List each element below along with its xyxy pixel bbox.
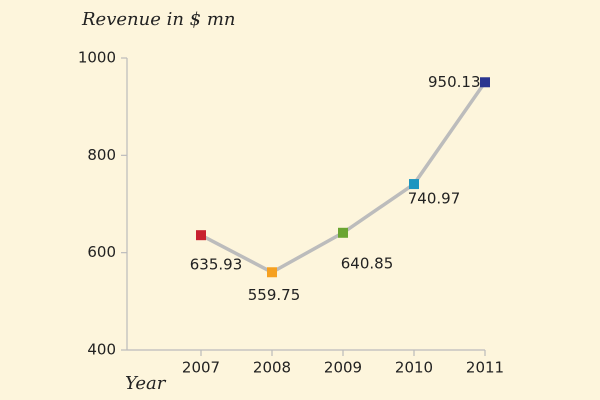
y-tick-label: 1000 [78,49,116,67]
marker [267,267,277,278]
marker [196,230,206,241]
marker [480,77,490,88]
y-tick-label: 400 [87,341,116,359]
x-tick-label: 2011 [466,359,504,377]
line [200,81,487,275]
x-axis-title: Year [125,373,167,394]
data-label: 559.75 [248,286,301,304]
data-label: 635.93 [190,256,243,274]
data-label: 950.13 [428,73,481,91]
y-tick-label: 600 [87,243,116,261]
data-label: 740.97 [408,190,461,208]
x-tick-label: 2008 [253,359,291,377]
y-axis-title: Revenue in $ mn [81,9,236,30]
x-tick-label: 2007 [182,359,220,377]
marker [409,179,419,190]
marker [338,227,348,238]
y-tick-label: 800 [87,146,116,164]
x-tick-label: 2010 [395,359,433,377]
x-tick-label: 2009 [324,359,362,377]
data-label: 640.85 [341,254,394,272]
